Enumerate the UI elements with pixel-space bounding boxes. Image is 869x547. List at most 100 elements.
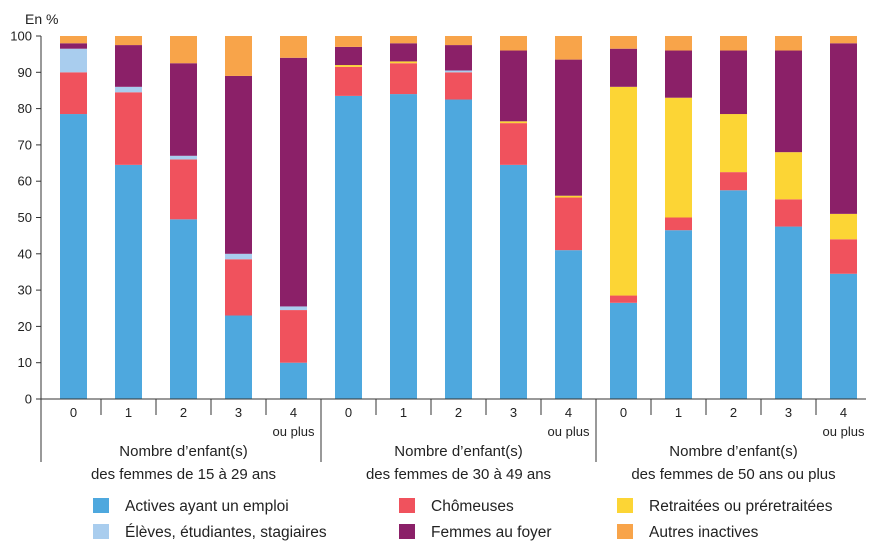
x-tick-label: 4 [290, 405, 297, 420]
bar-segment [225, 259, 252, 316]
x-tick-sublabel: ou plus [273, 424, 315, 439]
bar-segment [225, 253, 252, 260]
group-labels: Nombre d’enfant(s) des femmes de 15 à 29 … [91, 443, 836, 483]
group-label-line1: Nombre d’enfant(s) [669, 443, 797, 460]
bar-segment [445, 70, 472, 73]
bar-segment [115, 86, 142, 93]
bar-segment [775, 36, 802, 51]
x-tick-label: 3 [510, 405, 517, 420]
bar-segment [665, 97, 692, 218]
bar-segment [610, 86, 637, 296]
bar-segment [720, 190, 747, 399]
bar-segment [170, 63, 197, 156]
x-tick-label: 0 [345, 405, 352, 420]
bar-segment [280, 306, 307, 311]
bar-segment [775, 152, 802, 200]
bar-segment [830, 273, 857, 399]
bar-segment [720, 50, 747, 115]
bar-segment [830, 213, 857, 240]
y-tick-label: 70 [18, 137, 32, 152]
y-tick-label: 0 [25, 392, 32, 407]
legend-label: Chômeuses [431, 498, 514, 515]
group-label-line2: des femmes de 30 à 49 ans [366, 466, 551, 483]
bar-segment [170, 159, 197, 220]
x-tick-label: 1 [400, 405, 407, 420]
bar-segment [610, 295, 637, 303]
y-tick-label: 90 [18, 65, 32, 80]
y-tick-label: 60 [18, 174, 32, 189]
bar-segment [555, 36, 582, 60]
legend-swatch [617, 524, 633, 539]
bar-segment [60, 114, 87, 400]
legend-swatch [93, 498, 109, 513]
bar-segment [60, 48, 87, 73]
bar-segment [280, 57, 307, 307]
x-axis: 0 1 2 3 4 ou plus 0 1 2 3 4 ou plus 0 1 2 3 4 ou plus [40, 398, 866, 462]
x-tick-label: 3 [785, 405, 792, 420]
bar-segment [720, 114, 747, 173]
bar-segment [555, 197, 582, 251]
y-axis: 0 10 20 30 40 50 60 70 80 90 100 [10, 29, 42, 407]
group-label-line2: des femmes de 50 ans ou plus [631, 466, 835, 483]
bar-segment [775, 199, 802, 227]
bar-segment [665, 36, 692, 51]
bar-segment [555, 250, 582, 399]
bar-segment [60, 72, 87, 115]
bar-segment [115, 45, 142, 87]
bar-segment [775, 50, 802, 153]
x-tick-label: 4 [840, 405, 847, 420]
legend-swatch [399, 524, 415, 539]
legend-label: Retraitées ou préretraitées [649, 498, 833, 515]
x-tick-sublabel: ou plus [823, 424, 865, 439]
legend-swatch [399, 498, 415, 513]
x-tick-label: 2 [455, 405, 462, 420]
x-tick-label: 0 [70, 405, 77, 420]
bar-segment [60, 36, 87, 44]
bar-segment [60, 43, 87, 49]
bar-segment [445, 99, 472, 400]
bar-segment [170, 36, 197, 64]
legend-swatch [93, 524, 109, 539]
bar-segment [720, 36, 747, 51]
bar-segment [335, 36, 362, 47]
bar-segment [280, 310, 307, 363]
bar-segment [225, 36, 252, 76]
bar-segment [500, 36, 527, 51]
bar-segment [830, 43, 857, 214]
bar-segment [445, 72, 472, 100]
bar-segment [225, 75, 252, 254]
y-axis-title: En % [25, 11, 58, 27]
legend-swatch [617, 498, 633, 513]
bar-segment [225, 315, 252, 399]
bar-segment [555, 195, 582, 198]
x-tick-label: 3 [235, 405, 242, 420]
bar-segment [390, 36, 417, 44]
bar-segment [830, 36, 857, 44]
bar-segment [500, 164, 527, 399]
x-tick-label: 1 [125, 405, 132, 420]
bar-segment [720, 172, 747, 191]
bar-segment [170, 219, 197, 399]
legend-label: Actives ayant un emploi [125, 498, 289, 515]
bar-segment [390, 61, 417, 64]
bar-segment [830, 239, 857, 274]
bar-segment [500, 50, 527, 122]
y-tick-label: 20 [18, 319, 32, 334]
bar-segment [115, 36, 142, 46]
bar-segment [390, 63, 417, 95]
legend-label: Femmes au foyer [431, 524, 552, 541]
bar-segment [665, 230, 692, 399]
x-tick-sublabel: ou plus [548, 424, 590, 439]
legend: Actives ayant un emploi Chômeuses Retraité… [93, 498, 833, 541]
bar-segment [170, 155, 197, 160]
y-tick-label: 80 [18, 101, 32, 116]
bar-segment [335, 65, 362, 67]
legend-label: Autres inactives [649, 524, 759, 541]
group-label-line1: Nombre d’enfant(s) [119, 443, 247, 460]
bars-layer [60, 36, 857, 400]
legend-label: Élèves, étudiantes, stagiaires [125, 524, 327, 541]
bar-segment [445, 36, 472, 46]
bar-segment [665, 50, 692, 98]
bar-segment [390, 94, 417, 399]
